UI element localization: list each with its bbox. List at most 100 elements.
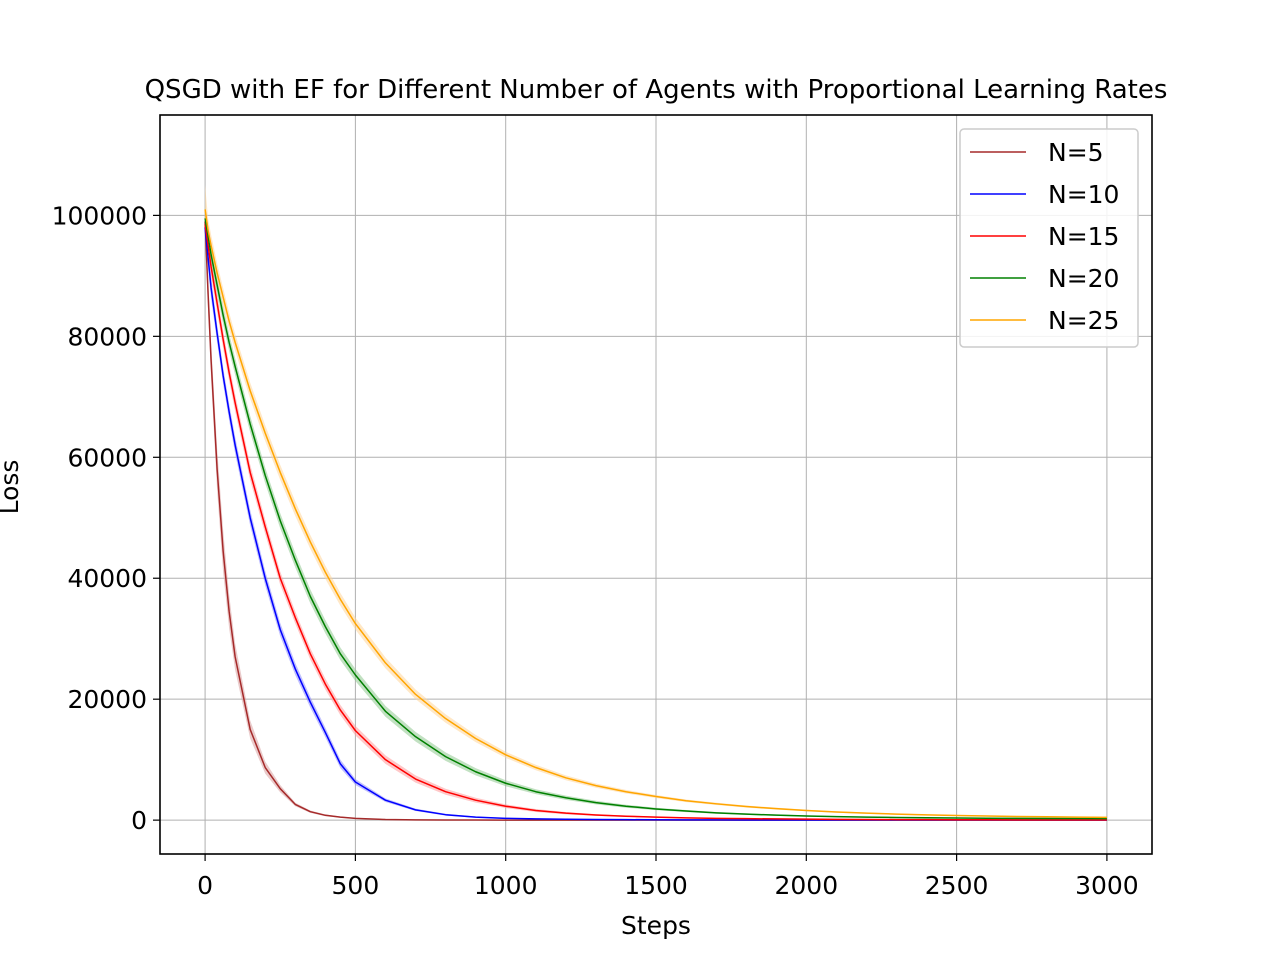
- series-lines: [204, 209, 1108, 821]
- series-4-point: [926, 814, 928, 816]
- series-4-point: [309, 541, 311, 543]
- series-0-point: [279, 788, 281, 790]
- series-1-point: [210, 287, 212, 289]
- series-1-point: [279, 629, 281, 631]
- series-3-point: [745, 813, 747, 815]
- series-4-point: [625, 791, 627, 793]
- series-4-point: [228, 320, 230, 322]
- series-3-point: [956, 817, 958, 819]
- series-1-point: [535, 818, 537, 820]
- series-4-point: [895, 813, 897, 815]
- series-1-point: [384, 799, 386, 801]
- series-4-point: [234, 341, 236, 343]
- series-3-point: [415, 736, 417, 738]
- series-3-point: [339, 653, 341, 655]
- series-2-point: [415, 778, 417, 780]
- series-2-point: [264, 526, 266, 528]
- series-4-point: [535, 767, 537, 769]
- series-3-point: [565, 797, 567, 799]
- series-4-point: [865, 812, 867, 814]
- x-tick-label: 1500: [624, 871, 688, 900]
- series-4-point: [655, 796, 657, 798]
- series-2-point: [895, 819, 897, 821]
- x-axis-ticks: 0 500 1000 1500 2000 2500 3000: [197, 854, 1139, 900]
- series-0-point: [222, 550, 224, 552]
- series-3-point: [210, 254, 212, 256]
- series-2-point: [234, 402, 236, 404]
- series-1-point: [475, 816, 477, 818]
- y-tick-label: 0: [131, 806, 147, 835]
- series-3-point: [895, 816, 897, 818]
- series-3-point: [865, 816, 867, 818]
- series-2-point: [210, 266, 212, 268]
- series-4-point: [805, 809, 807, 811]
- series-3-point: [228, 341, 230, 343]
- series-2-point: [354, 730, 356, 732]
- legend-label-1: N=10: [1048, 180, 1119, 209]
- series-4-point: [279, 471, 281, 473]
- series-0-point: [234, 656, 236, 658]
- series-1-point: [234, 444, 236, 446]
- series-4-point: [384, 662, 386, 664]
- series-4-point: [835, 811, 837, 813]
- series-3-point: [384, 710, 386, 712]
- series-1-point: [445, 814, 447, 816]
- series-1-point: [505, 817, 507, 819]
- series-2-point: [595, 814, 597, 816]
- series-2-point: [926, 819, 928, 821]
- series-0-point: [228, 611, 230, 613]
- legend-label-0: N=5: [1048, 138, 1104, 167]
- series-3-point: [475, 771, 477, 773]
- series-3-point: [835, 816, 837, 818]
- series-4-point: [986, 815, 988, 817]
- x-tick-label: 2000: [774, 871, 838, 900]
- x-tick-label: 3000: [1075, 871, 1139, 900]
- series-0-point: [210, 360, 212, 362]
- series-1-point: [655, 819, 657, 821]
- series-0-point: [264, 767, 266, 769]
- series-2-point: [216, 302, 218, 304]
- series-3-point: [324, 626, 326, 628]
- series-2-point: [222, 338, 224, 340]
- series-1-point: [249, 517, 251, 519]
- series-2-point: [339, 709, 341, 711]
- series-0-point: [309, 811, 311, 813]
- series-4-point: [595, 785, 597, 787]
- series-2-point: [745, 818, 747, 820]
- y-tick-label: 40000: [67, 564, 147, 593]
- series-3-point: [625, 805, 627, 807]
- series-2-point: [249, 471, 251, 473]
- series-2-point: [324, 683, 326, 685]
- series-3-point: [249, 423, 251, 425]
- legend-label-2: N=15: [1048, 222, 1119, 251]
- series-0-point: [207, 293, 209, 295]
- series-0-point: [216, 468, 218, 470]
- series-2-point: [685, 817, 687, 819]
- grid-lines: [160, 115, 1152, 854]
- series-1-point: [354, 781, 356, 783]
- series-4-point: [1046, 816, 1048, 818]
- y-axis-label: Loss: [0, 460, 24, 515]
- legend-label-4: N=25: [1048, 306, 1119, 335]
- series-4-point: [685, 800, 687, 802]
- series-3-point: [685, 810, 687, 812]
- series-3-point: [505, 782, 507, 784]
- series-1-point: [324, 731, 326, 733]
- series-1-point: [309, 701, 311, 703]
- series-1-point: [222, 375, 224, 377]
- series-0-point: [294, 803, 296, 805]
- series-3-point: [1016, 817, 1018, 819]
- series-2-point: [625, 815, 627, 817]
- series-2-point: [384, 759, 386, 761]
- series-3-point: [715, 812, 717, 814]
- x-tick-label: 0: [197, 871, 213, 900]
- series-4-point: [210, 245, 212, 247]
- series-1-point: [228, 411, 230, 413]
- series-0-point: [505, 819, 507, 821]
- series-1-point: [207, 257, 209, 259]
- y-tick-label: 60000: [67, 443, 147, 472]
- series-3-point: [354, 674, 356, 676]
- series-0-point: [324, 814, 326, 816]
- series-4-point: [1106, 816, 1108, 818]
- series-4-point: [775, 808, 777, 810]
